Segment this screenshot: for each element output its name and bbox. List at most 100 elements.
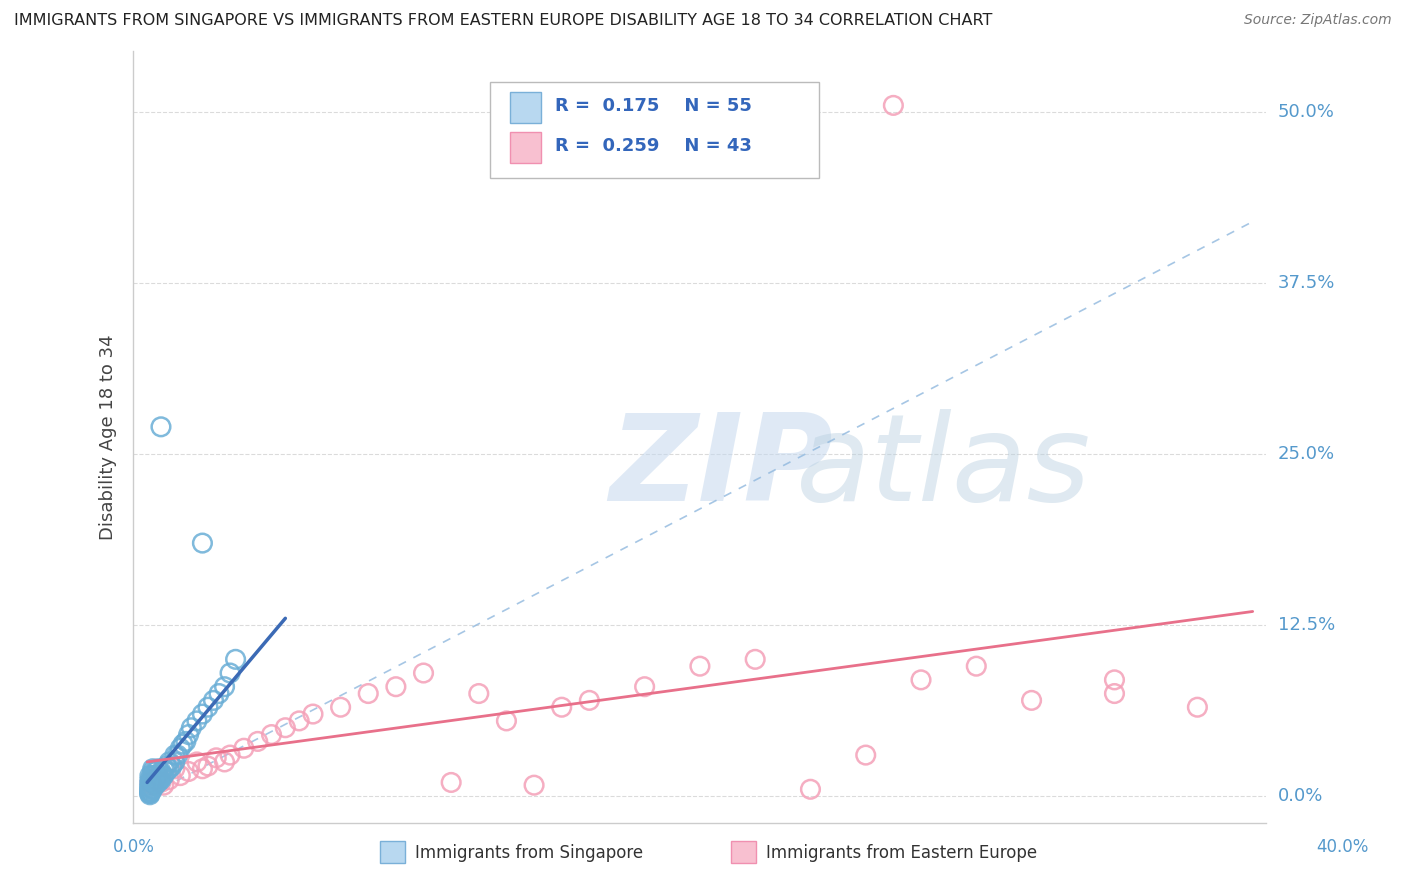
Point: [139, 780, 162, 794]
Point: [1187, 700, 1209, 714]
Point: [633, 680, 655, 694]
Point: [495, 714, 517, 728]
Point: [145, 775, 167, 789]
Point: [149, 764, 172, 779]
Text: 40.0%: 40.0%: [1316, 838, 1369, 855]
Point: [177, 728, 200, 742]
Point: [174, 734, 197, 748]
Point: [166, 748, 188, 763]
Point: [965, 659, 987, 673]
Point: [139, 786, 162, 800]
Point: [191, 536, 214, 550]
Point: [468, 687, 491, 701]
Point: [148, 769, 170, 783]
Point: [172, 737, 194, 751]
Text: 0.0%: 0.0%: [112, 838, 155, 855]
Text: 50.0%: 50.0%: [1278, 103, 1334, 121]
Point: [139, 775, 162, 789]
Point: [578, 693, 600, 707]
Point: [160, 759, 183, 773]
Point: [412, 666, 434, 681]
Bar: [509, 92, 541, 122]
Point: [149, 775, 172, 789]
Point: [274, 721, 297, 735]
Point: [142, 782, 165, 797]
Point: [145, 778, 167, 792]
Point: [148, 769, 170, 783]
Point: [180, 721, 202, 735]
Text: IMMIGRANTS FROM SINGAPORE VS IMMIGRANTS FROM EASTERN EUROPE DISABILITY AGE 18 TO: IMMIGRANTS FROM SINGAPORE VS IMMIGRANTS …: [14, 13, 993, 29]
Point: [145, 769, 167, 783]
Point: [799, 782, 821, 797]
Point: [139, 769, 162, 783]
Point: [155, 764, 177, 779]
Point: [186, 714, 208, 728]
Point: [440, 775, 463, 789]
Point: [225, 652, 247, 666]
Point: [169, 769, 191, 783]
Point: [197, 700, 219, 714]
Point: [139, 788, 162, 802]
Point: [208, 687, 231, 701]
Point: [214, 680, 236, 694]
Text: R =  0.259    N = 43: R = 0.259 N = 43: [555, 136, 752, 154]
Point: [142, 775, 165, 789]
Point: [855, 748, 877, 763]
FancyBboxPatch shape: [491, 81, 818, 178]
Point: [689, 659, 711, 673]
Point: [139, 778, 162, 792]
Point: [1104, 687, 1126, 701]
Text: atlas: atlas: [796, 409, 1091, 526]
Text: Immigrants from Eastern Europe: Immigrants from Eastern Europe: [766, 844, 1038, 862]
Point: [148, 762, 170, 776]
Point: [152, 778, 174, 792]
Point: [882, 98, 904, 112]
Point: [177, 764, 200, 779]
Point: [152, 769, 174, 783]
Point: [205, 751, 228, 765]
Point: [157, 755, 180, 769]
Text: R =  0.175    N = 55: R = 0.175 N = 55: [555, 96, 752, 114]
Text: Immigrants from Singapore: Immigrants from Singapore: [415, 844, 643, 862]
Point: [142, 764, 165, 779]
Point: [142, 772, 165, 787]
Text: 12.5%: 12.5%: [1278, 616, 1336, 634]
Text: 0.0%: 0.0%: [1278, 787, 1323, 805]
Point: [139, 782, 162, 797]
Text: Source: ZipAtlas.com: Source: ZipAtlas.com: [1244, 13, 1392, 28]
Point: [246, 734, 269, 748]
Point: [202, 693, 225, 707]
Point: [139, 785, 162, 799]
Point: [260, 728, 283, 742]
Point: [139, 775, 162, 789]
Point: [197, 759, 219, 773]
Point: [152, 762, 174, 776]
Point: [142, 769, 165, 783]
Point: [744, 652, 766, 666]
Point: [163, 762, 186, 776]
Point: [186, 755, 208, 769]
Bar: [509, 132, 541, 162]
Point: [145, 764, 167, 779]
Point: [357, 687, 380, 701]
Y-axis label: Disability Age 18 to 34: Disability Age 18 to 34: [100, 334, 117, 540]
Point: [232, 741, 254, 756]
Point: [145, 772, 167, 787]
Point: [191, 762, 214, 776]
Point: [148, 775, 170, 789]
Point: [523, 778, 546, 792]
Point: [139, 780, 162, 795]
Point: [302, 707, 325, 722]
Text: 37.5%: 37.5%: [1278, 274, 1336, 293]
Point: [163, 755, 186, 769]
Point: [139, 783, 162, 797]
Point: [139, 772, 162, 787]
Point: [139, 786, 162, 800]
Point: [157, 772, 180, 787]
Point: [145, 772, 167, 787]
Point: [288, 714, 311, 728]
Point: [142, 778, 165, 792]
Point: [148, 772, 170, 787]
Point: [149, 769, 172, 783]
Text: 25.0%: 25.0%: [1278, 445, 1334, 463]
